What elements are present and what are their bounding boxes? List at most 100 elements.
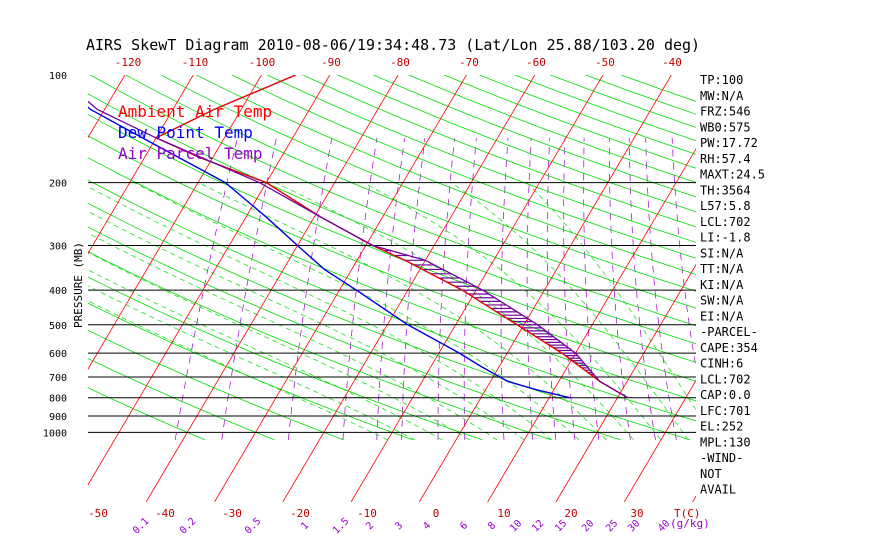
stability-index-label: SI:N/A (700, 246, 744, 260)
moist-adiabat-line (88, 269, 443, 441)
dry-adiabat-line (231, 75, 696, 259)
stability-index-label: L57:5.8 (700, 199, 751, 213)
moist-adiabat-line (275, 182, 634, 441)
stability-index-label: -WIND- (700, 451, 743, 465)
dry-adiabat-line (90, 75, 696, 327)
top-axis-tick-label: -40 (662, 56, 682, 69)
dry-adiabat-line (88, 329, 344, 441)
legend-entry: Ambient Air Temp (118, 102, 272, 121)
pressure-tick-label: 700 (49, 373, 67, 384)
isotherm-line (88, 75, 331, 486)
bottom-temp-tick-label: 30 (630, 507, 643, 520)
stability-index-label: MW:N/A (700, 89, 744, 103)
chart-title: AIRS SkewT Diagram 2010-08-06/19:34:48.7… (86, 36, 700, 54)
bottom-temp-tick-label: 10 (497, 507, 510, 520)
pressure-tick-label: 400 (49, 286, 67, 297)
top-axis-tick-label: -120 (115, 56, 142, 69)
moist-adiabat-line (88, 285, 416, 441)
pressure-tick-label: 800 (49, 394, 67, 405)
top-axis-tick-label: -100 (249, 56, 276, 69)
isotherms (88, 75, 696, 502)
pressure-tick-label: 300 (49, 242, 67, 253)
bottom-temp-tick-label: -10 (357, 507, 377, 520)
dry-adiabat-line (88, 387, 206, 441)
pressure-tick-label: 1000 (43, 428, 67, 439)
stability-index-label: -PARCEL- (700, 325, 758, 339)
stability-index-label: FRZ:546 (700, 105, 751, 119)
stability-index-label: KI:N/A (700, 278, 744, 292)
pressure-tick-label: 500 (49, 321, 67, 332)
stability-index-label: TH:3564 (700, 183, 751, 197)
moist-adiabat-line (88, 186, 552, 441)
series-line-dew-point-temp (88, 106, 570, 399)
isotherm-line (623, 379, 696, 502)
moist-adiabat-line (88, 232, 498, 441)
stability-index-label: AVAIL (700, 483, 736, 497)
top-axis-tick-label: -50 (595, 56, 615, 69)
bottom-temp-label: T(C) (674, 507, 701, 520)
dry-adiabat-line (88, 302, 414, 441)
legend-entry: Air Parcel Temp (118, 144, 263, 163)
isotherm-line (214, 75, 467, 502)
dry-adiabat-line (88, 93, 696, 345)
dry-adiabat-line (88, 251, 552, 441)
stability-index-label: CAPE:354 (700, 341, 758, 355)
sounding-profiles (88, 75, 629, 399)
pressure-tick-label: 200 (49, 179, 67, 190)
stability-index-label: TT:N/A (700, 262, 744, 276)
moist-adiabat-line (526, 182, 696, 411)
bottom-temp-tick-label: 0 (433, 507, 440, 520)
top-axis-tick-label: -60 (526, 56, 546, 69)
moist-adiabat-line (88, 211, 525, 441)
top-axis-tick-label: -70 (459, 56, 479, 69)
stability-index-label: EI:N/A (700, 309, 744, 323)
series-line-air-parcel-temp (88, 100, 629, 399)
stability-index-label: WB0:575 (700, 120, 751, 134)
dry-adiabat-line (88, 202, 691, 441)
moist-adiabat-line (88, 300, 388, 441)
stability-index-label: CINH:6 (700, 357, 743, 371)
dry-adiabat-line (125, 75, 696, 309)
moist-adiabat-line (451, 182, 689, 441)
bottom-temp-tick-label: -40 (155, 507, 175, 520)
stability-index-label: TP:100 (700, 73, 743, 87)
bottom-temp-tick-label: -20 (290, 507, 310, 520)
stability-index-label: NOT (700, 467, 722, 481)
bottom-temp-tick-label: -30 (222, 507, 242, 520)
moist-adiabat-line (198, 182, 607, 441)
legend-entry: Dew Point Temp (118, 123, 253, 142)
dry-adiabat-line (302, 75, 696, 228)
pressure-tick-label: 900 (49, 412, 67, 423)
isotherm-line (419, 75, 672, 502)
isotherm-line (145, 75, 399, 502)
mixing-ratio-label: (g/kg) (670, 517, 710, 530)
isobars (88, 182, 696, 433)
legend: Ambient Air Temp Dew Point Temp Air Parcel… (118, 102, 272, 163)
isotherm-line (350, 75, 604, 502)
isotherm-line (487, 148, 696, 502)
pressure-tick-label: 600 (49, 349, 67, 360)
isotherm-line (88, 75, 194, 255)
stability-index-label: PW:17.72 (700, 136, 758, 150)
moist-adiabat-line (363, 182, 662, 441)
stability-index-label: LFC:701 (700, 404, 751, 418)
dry-adiabat-line (88, 179, 696, 422)
moist-adiabat-line (88, 252, 470, 441)
stability-index-label: SW:N/A (700, 294, 744, 308)
moist-adiabat-line (133, 182, 580, 441)
bottom-temp-tick-label: -50 (88, 507, 108, 520)
stability-index-label: LI:-1.8 (700, 231, 751, 245)
isotherm-line (555, 263, 696, 502)
stability-index-label: MAXT:24.5 (700, 168, 765, 182)
dry-adiabat-line (88, 226, 621, 441)
isotherm-line (88, 75, 262, 370)
dry-adiabat-line (161, 75, 696, 292)
pressure-tick-label: 100 (49, 71, 67, 82)
dry-adiabat-line (88, 358, 275, 441)
top-axis-tick-label: -80 (390, 56, 410, 69)
top-axis-tick-label: -110 (182, 56, 209, 69)
dry-adiabat-line (267, 75, 696, 243)
stability-index-label: EL:252 (700, 420, 743, 434)
